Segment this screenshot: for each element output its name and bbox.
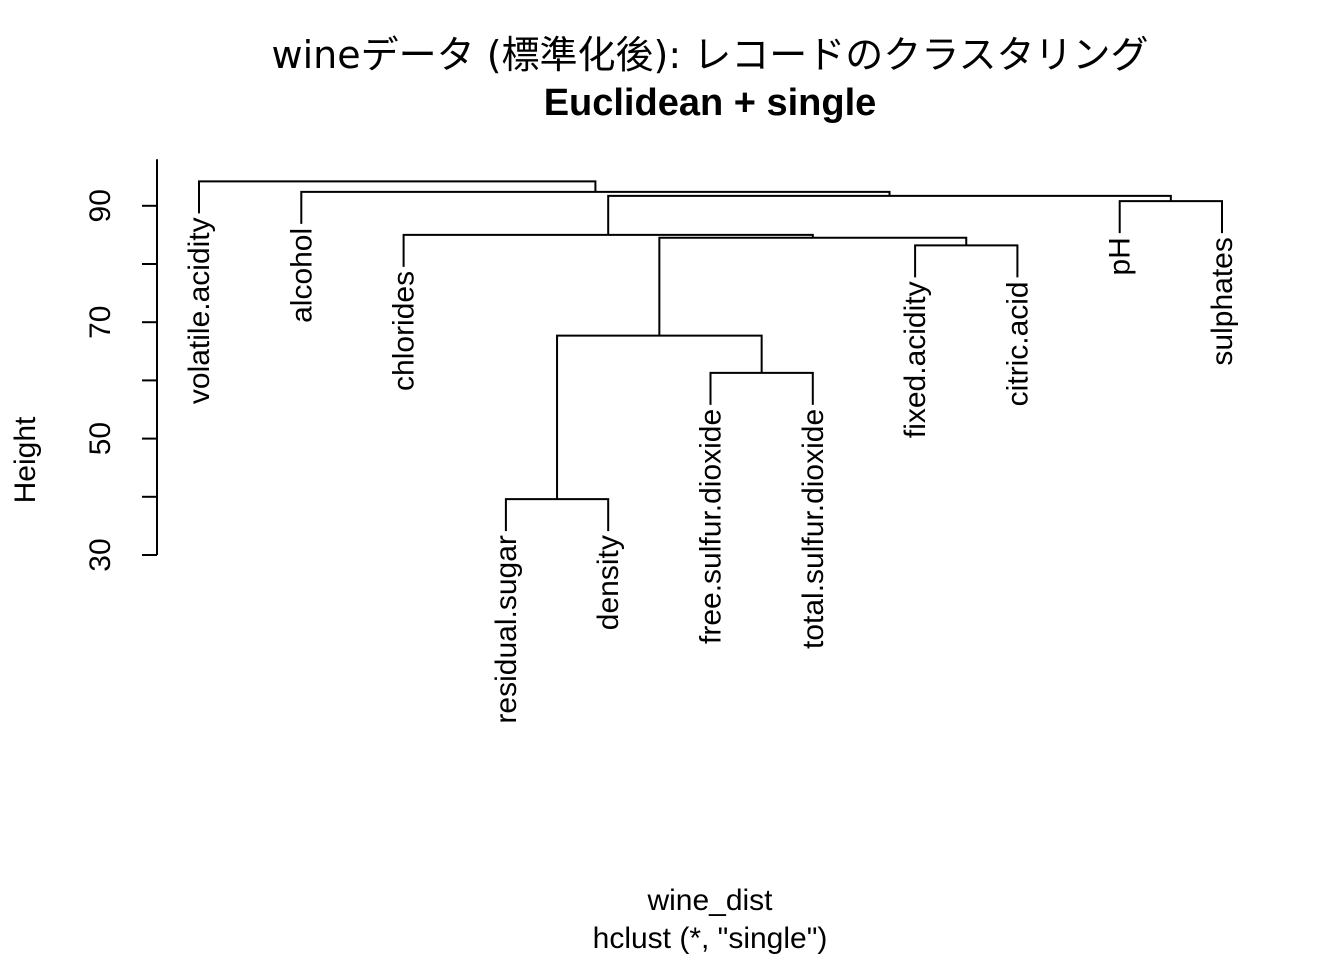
leaf-label: density (592, 535, 625, 630)
chart-subtitle: Euclidean + single (544, 82, 877, 124)
leaf-label: total.sulfur.dioxide (797, 409, 830, 649)
y-tick-label: 30 (84, 538, 117, 571)
y-tick-label: 90 (84, 189, 117, 222)
y-axis-label: Height (9, 416, 42, 503)
y-tick-label: 50 (84, 422, 117, 455)
leaf-label: residual.sugar (490, 535, 523, 723)
merge-branch (402, 233, 814, 267)
y-axis: 30 50 70 90 (84, 159, 158, 572)
leaf-label: sulphates (1206, 237, 1239, 365)
leaf-label: pH (1104, 237, 1137, 275)
leaf-labels: volatile.acidity alcohol chlorides residual… (183, 217, 1239, 723)
chart-title: wineデータ (標準化後): レコードのクラスタリング (272, 33, 1149, 77)
dendrogram-tree (198, 180, 1223, 532)
merge-branch (1118, 200, 1223, 234)
merge-branch (198, 180, 597, 214)
merge-branch (709, 371, 814, 405)
leaf-label: chlorides (388, 271, 421, 391)
merge-branch (504, 498, 610, 532)
leaf-label: alcohol (285, 228, 318, 323)
leaf-label: free.sulfur.dioxide (695, 409, 728, 644)
leaf-label: volatile.acidity (183, 217, 216, 404)
leaf-label: fixed.acidity (899, 281, 932, 438)
x-axis-sublabel: hclust (*, "single") (593, 922, 828, 955)
merge-branch (607, 194, 1172, 235)
y-tick-label: 70 (84, 306, 117, 339)
merge-branch (914, 244, 1019, 278)
x-axis-label: wine_dist (646, 884, 773, 917)
merge-branch (556, 334, 763, 500)
leaf-label: citric.acid (1001, 281, 1034, 406)
